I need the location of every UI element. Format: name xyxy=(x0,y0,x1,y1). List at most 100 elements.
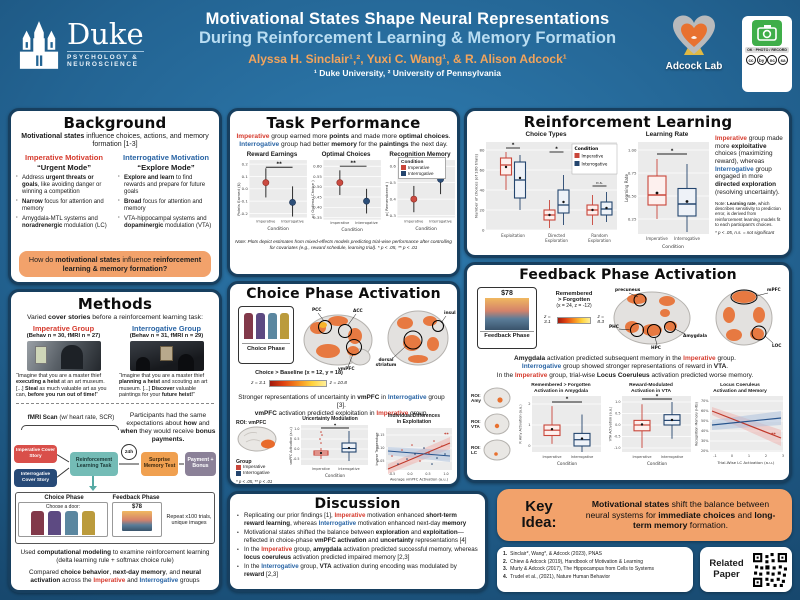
duke-logo: Duke PSYCHOLOGY & NEUROSCIENCE xyxy=(18,16,144,72)
door-blue xyxy=(65,511,78,535)
memory-plot-title: Recognition Memory xyxy=(389,151,451,159)
svg-text:mPFC: mPFC xyxy=(767,287,781,293)
svg-text:20: 20 xyxy=(480,207,485,212)
choice-doors-box: Choose a door: xyxy=(18,502,108,537)
svg-text:VTA Activation (a.u.): VTA Activation (a.u.) xyxy=(609,406,613,441)
svg-text:ACC: ACC xyxy=(353,308,363,314)
reward-plot-title: Reward Earnings xyxy=(246,151,298,159)
svg-text:dorsal: dorsal xyxy=(378,357,394,363)
interrogative-group-n: (Behav n = 31, fMRI n = 29) xyxy=(129,333,204,339)
cc-by-icon: by xyxy=(756,55,767,65)
interrogative-quote: “Imagine that you are a master thief pla… xyxy=(119,373,208,399)
svg-text:Average vmPFC Activation (a.u.: Average vmPFC Activation (a.u.) xyxy=(390,478,449,482)
door-red xyxy=(243,313,253,339)
research-question: How do motivational states influence rei… xyxy=(19,251,211,277)
flow-arrows xyxy=(55,453,184,491)
svg-text:0.0: 0.0 xyxy=(242,186,249,191)
imperative-bullet: Amygdala-MTL systems and noradrenergic m… xyxy=(16,215,112,230)
svg-text:Interrogative: Interrogative xyxy=(429,220,452,224)
task-performance-panel: Task Performance Imperative group earned… xyxy=(227,108,460,277)
camera-icon xyxy=(752,20,782,46)
svg-text:0.4: 0.4 xyxy=(390,196,397,201)
svg-text:0.6: 0.6 xyxy=(390,164,397,169)
svg-text:vmPFC: vmPFC xyxy=(338,366,355,372)
imperative-bullet: Address urgent threats or goals, like av… xyxy=(16,174,112,196)
duke-chapel-icon xyxy=(19,21,59,69)
title-block: Motivational States Shape Neural Represe… xyxy=(160,10,655,78)
interrogative-group: Interrogative Group (Behav n = 31, fMRI … xyxy=(119,324,214,399)
discussion-bullet: Motivational states shifted the balance … xyxy=(237,529,478,544)
group-legend-title: Group xyxy=(236,459,252,465)
imperative-group-n: (Behav n = 30, fMRI n = 27) xyxy=(26,333,101,339)
choice-contrast-label: Choice > Baseline (x = 12, y = 18) xyxy=(255,370,343,376)
imperative-point xyxy=(336,179,344,187)
svg-text:2: 2 xyxy=(765,454,767,458)
feedback-phase-header: Feedback Phase xyxy=(112,495,160,501)
svg-text:Condition: Condition xyxy=(575,146,599,152)
svg-text:0.50: 0.50 xyxy=(313,184,322,189)
vmpfc-roi-block: ROI: vmPFC Group Imperative Interrogativ… xyxy=(236,420,284,484)
svg-text:0.5: 0.5 xyxy=(294,437,299,441)
references-panel: 1. Sinclair*, Wang*, & Adcock (2023), PNA… xyxy=(497,547,693,592)
discussion-bullet: In the Imperative group, amygdala activa… xyxy=(237,546,478,561)
svg-text:-0.1: -0.1 xyxy=(240,199,248,204)
key-idea-text: Motivational states shift the balance be… xyxy=(585,498,776,531)
reinforcement-learning-panel: Reinforcement Learning Choice Types Numb… xyxy=(464,108,792,258)
svg-text:Condition: Condition xyxy=(415,226,437,232)
svg-text:Points Earned ($): Points Earned ($) xyxy=(236,182,241,216)
imperative-swatch xyxy=(236,465,241,470)
duke-wordmark: Duke xyxy=(67,17,144,51)
svg-text:vmPFC Activation (a.u.): vmPFC Activation (a.u.) xyxy=(289,427,293,464)
exploitation-svg: Inverse Temperature 0.15 0.10 0.05 ** -0… xyxy=(375,428,452,482)
svg-text:1: 1 xyxy=(528,423,530,427)
reward-amount: $78 xyxy=(131,504,142,510)
photo-ok-label: OK · PHOTO / RECORD xyxy=(745,47,789,53)
svg-text:40: 40 xyxy=(480,187,485,192)
adcock-lab-label: Adcock Lab xyxy=(665,61,723,72)
legend-interrogative: Interrogative xyxy=(408,171,434,176)
colorbar-max: z = 10.8 xyxy=(329,381,347,386)
imperative-swatch xyxy=(401,165,406,170)
svg-text:Exploration: Exploration xyxy=(545,238,568,243)
svg-text:Condition: Condition xyxy=(325,473,345,478)
imperative-quote: “Imagine that you are a master thief exe… xyxy=(16,373,107,399)
feedback-image xyxy=(122,511,152,531)
methods-title: Methods xyxy=(77,295,153,313)
rl-title: Reinforcement Learning xyxy=(523,113,733,131)
cc-sa-icon: sa xyxy=(777,55,788,65)
imperative-heading: Imperative Motivation xyxy=(24,152,104,162)
svg-text:**: ** xyxy=(351,161,357,167)
choice-colorbar xyxy=(268,380,327,387)
roi-lc-brain xyxy=(483,439,511,461)
background-title: Background xyxy=(63,114,167,132)
learning-rate-svg: Learning Rate 1.00 0.75 0.50 0.25 * Impe… xyxy=(624,142,709,250)
svg-text:Random: Random xyxy=(591,233,608,238)
svg-text:**: ** xyxy=(444,432,449,438)
svg-text:2: 2 xyxy=(528,402,530,406)
random-exploration-boxes: n.s. xyxy=(586,180,613,225)
svg-text:**: ** xyxy=(277,162,283,168)
phases-box: Choice Phase Feedback Phase Choose a doo… xyxy=(15,492,215,544)
feedback-phase-panel: Feedback Phase Activation $78 Feedback P… xyxy=(464,262,792,483)
door-purple xyxy=(255,313,265,339)
imperative-point xyxy=(262,179,270,187)
imperative-point xyxy=(410,195,418,203)
svg-text:n.s.: n.s. xyxy=(596,180,603,185)
feedback-amount: $78 xyxy=(501,290,513,297)
task-summary: Imperative group earned more points and … xyxy=(236,133,451,149)
svg-text:Interrogative: Interrogative xyxy=(338,467,359,471)
svg-text:0.5: 0.5 xyxy=(390,180,397,185)
choice-phase-thumb: Choice Phase xyxy=(238,306,294,364)
rl-note: Note: Learning rate, which describes sen… xyxy=(715,200,781,228)
svg-text:0.55: 0.55 xyxy=(313,174,322,179)
interrogative-point xyxy=(363,197,370,205)
interrogative-swatch xyxy=(401,171,406,176)
reference-item: 3. Murty & Adcock (2017), The Hippocampus… xyxy=(503,566,655,572)
interrogative-point xyxy=(289,199,296,206)
svg-text:Interrogative: Interrogative xyxy=(355,221,378,225)
compared-text: Compared choice behavior, next-day memor… xyxy=(29,569,201,584)
door-red xyxy=(31,511,44,535)
poster-title-line1: Motivational States Shape Neural Represe… xyxy=(205,10,610,28)
choice-brain-maps: PCC ACC vmPFC insula dorsal striatum xyxy=(303,307,456,372)
optimal-plot-title: Optimal Choices xyxy=(321,151,371,159)
